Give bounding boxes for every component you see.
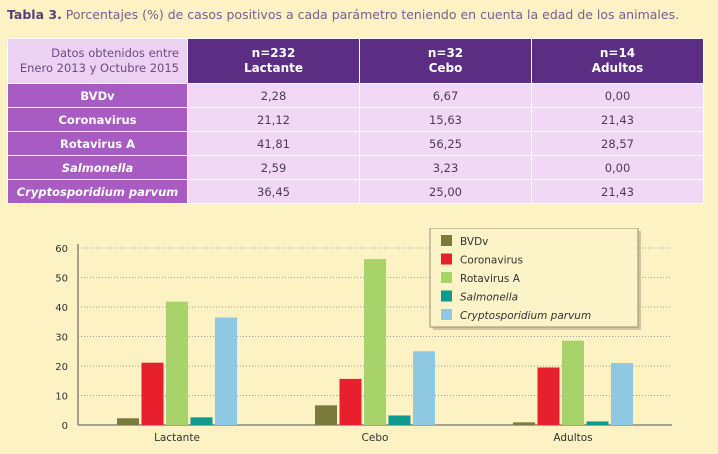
table-cell: 6,67: [359, 83, 532, 108]
table-row: Coronavirus 21,12 15,63 21,43: [7, 107, 704, 132]
table-row: BVDv 2,28 6,67 0,00: [7, 83, 704, 108]
column-header: n=14 Adultos: [531, 38, 704, 84]
table-cell: 28,57: [531, 131, 704, 156]
legend-label: Rotavirus A: [460, 273, 521, 285]
legend-label: Cryptosporidium parvum: [460, 310, 591, 322]
column-n: n=232: [251, 46, 296, 60]
legend-label: BVDv: [460, 236, 488, 248]
bar: [141, 362, 164, 425]
corner-line-1: Datos obtenidos entre: [51, 46, 179, 60]
bar: [190, 417, 213, 425]
table-caption: Tabla 3. Porcentajes (%) de casos positi…: [7, 7, 679, 22]
table-header-row: Datos obtenidos entre Enero 2013 y Octub…: [7, 38, 704, 84]
column-name: Adultos: [591, 61, 644, 75]
table-cell: 21,43: [531, 179, 704, 204]
bar: [117, 418, 139, 425]
y-tick-label: 0: [62, 421, 68, 432]
column-name: Cebo: [428, 61, 463, 75]
column-header: n=32 Cebo: [359, 38, 532, 84]
x-tick-label: Adultos: [553, 432, 592, 444]
bar: [166, 301, 188, 425]
y-tick-label: 20: [55, 362, 68, 373]
table-cell: 0,00: [531, 155, 704, 180]
table-cell: 21,12: [187, 107, 360, 132]
bar: [413, 351, 435, 425]
bar: [388, 415, 411, 425]
column-n: n=14: [599, 46, 636, 60]
row-label: Cryptosporidium parvum: [7, 179, 188, 204]
table-row: Cryptosporidium parvum 36,45 25,00 21,43: [7, 179, 704, 204]
row-label: Rotavirus A: [7, 131, 188, 156]
data-table: Datos obtenidos entre Enero 2013 y Octub…: [7, 38, 704, 204]
row-label: BVDv: [7, 83, 188, 108]
y-tick-label: 30: [55, 333, 68, 344]
bar: [537, 367, 560, 425]
table-cell: 3,23: [359, 155, 532, 180]
bar: [586, 421, 609, 425]
legend-label: Coronavirus: [460, 255, 523, 267]
table-cell: 0,00: [531, 83, 704, 108]
bar-chart: 0 10 20 30 40 50 60 Lactante Cebo Adultos BVDv Coro…: [0, 227, 718, 450]
table-cell: 25,00: [359, 179, 532, 204]
y-tick-label: 50: [55, 274, 68, 285]
legend-label: Salmonella: [460, 292, 518, 304]
y-tick-label: 10: [55, 392, 68, 403]
bar: [215, 317, 237, 425]
bar: [513, 422, 535, 425]
bar: [315, 405, 337, 425]
column-n: n=32: [427, 46, 464, 60]
x-tick-label: Lactante: [154, 432, 200, 444]
row-label: Coronavirus: [7, 107, 188, 132]
caption-lead: Tabla 3.: [7, 7, 62, 22]
bar: [611, 363, 633, 425]
table-cell: 56,25: [359, 131, 532, 156]
legend-swatch: [441, 253, 452, 265]
table-cell: 15,63: [359, 107, 532, 132]
table-row: Salmonella 2,59 3,23 0,00: [7, 155, 704, 180]
table-cell: 36,45: [187, 179, 360, 204]
table-cell: 21,43: [531, 107, 704, 132]
corner-line-2: Enero 2013 y Octubre 2015: [19, 61, 179, 75]
column-name: Lactante: [243, 61, 304, 75]
legend-box: [429, 227, 639, 328]
y-tick-label: 40: [55, 303, 68, 314]
legend-swatch: [441, 235, 452, 246]
bar: [562, 340, 584, 425]
table-cell: 2,28: [187, 83, 360, 108]
caption-text: Porcentajes (%) de casos positivos a cad…: [61, 7, 680, 22]
bar: [339, 378, 362, 425]
bar: [364, 259, 386, 425]
x-tick-label: Cebo: [362, 432, 389, 444]
row-label: Salmonella: [7, 155, 188, 180]
table-cell: 2,59: [187, 155, 360, 180]
table-corner-cell: Datos obtenidos entre Enero 2013 y Octub…: [7, 38, 188, 84]
legend-swatch: [441, 272, 452, 283]
legend-swatch: [441, 309, 452, 320]
column-header: n=232 Lactante: [187, 38, 360, 84]
y-tick-label: 60: [55, 244, 68, 255]
table-row: Rotavirus A 41,81 56,25 28,57: [7, 131, 704, 156]
table-cell: 41,81: [187, 131, 360, 156]
bar-chart-svg: 0 10 20 30 40 50 60 Lactante Cebo Adultos BVDv Coro…: [55, 227, 672, 444]
legend-swatch: [441, 290, 452, 302]
